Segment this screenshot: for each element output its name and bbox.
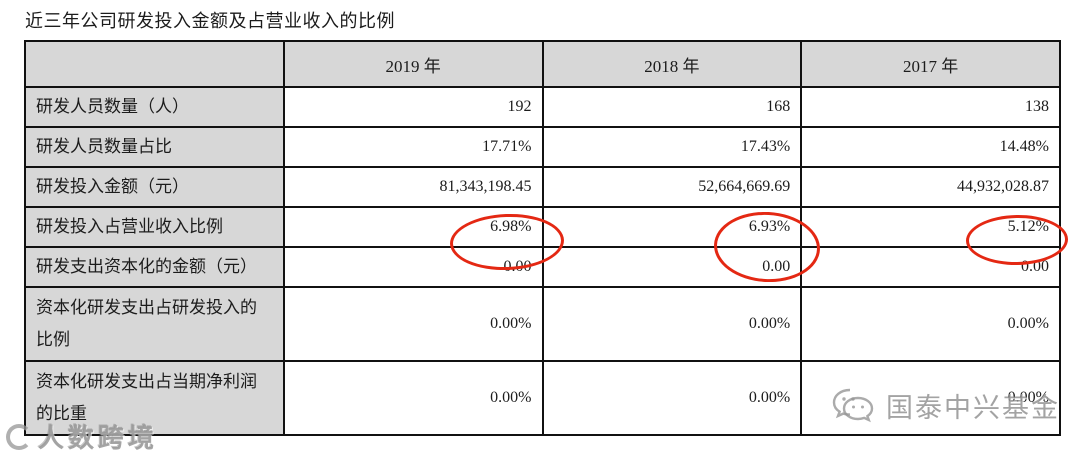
value-cell: 81,343,198.45 [282,166,544,208]
value-cell: 0.00 [541,246,803,288]
value-cell: 6.93% [541,206,803,248]
value-cell: 0.00% [541,286,803,362]
value-cell: 0.00% [541,360,803,436]
header-cell-2017: 2017 年 [800,40,1061,88]
table-row: 研发支出资本化的金额（元） 0.00 0.00 0.00 [24,246,1061,288]
table-row-circled: 研发投入占营业收入比例 6.98% 6.93% 5.12% [24,206,1061,248]
header-cell-2018: 2018 年 [541,40,803,88]
value-cell: 52,664,669.69 [541,166,803,208]
row-label: 资本化研发支出占当期净利润的比重 [24,360,285,436]
row-label: 研发人员数量占比 [24,126,285,168]
row-label: 研发支出资本化的金额（元） [24,246,285,288]
header-cell-2019: 2019 年 [282,40,544,88]
header-cell-empty [24,40,285,88]
table-row: 研发人员数量（人） 192 168 138 [24,86,1061,128]
value-cell: 17.71% [282,126,544,168]
value-cell: 168 [541,86,803,128]
value-cell: 0.00 [282,246,544,288]
value-cell: 17.43% [541,126,803,168]
value-cell: 138 [800,86,1061,128]
rd-investment-table: 2019 年 2018 年 2017 年 研发人员数量（人） 192 168 1… [24,40,1061,436]
table-row: 资本化研发支出占研发投入的比例 0.00% 0.00% 0.00% [24,286,1061,362]
row-label: 研发人员数量（人） [24,86,285,128]
table-row: 研发投入金额（元） 81,343,198.45 52,664,669.69 44… [24,166,1061,208]
page-title: 近三年公司研发投入金额及占营业收入的比例 [25,11,395,31]
row-label: 资本化研发支出占研发投入的比例 [24,286,285,362]
table-header-row: 2019 年 2018 年 2017 年 [24,40,1061,88]
table-row: 资本化研发支出占当期净利润的比重 0.00% 0.00% 0.00% [24,360,1061,436]
value-cell: 0.00 [800,246,1061,288]
value-cell: 192 [282,86,544,128]
value-cell: 6.98% [282,206,544,248]
value-cell: 14.48% [800,126,1061,168]
value-cell: 0.00% [800,286,1061,362]
row-label: 研发投入占营业收入比例 [24,206,285,248]
value-cell: 0.00% [800,360,1061,436]
table-row: 研发人员数量占比 17.71% 17.43% 14.48% [24,126,1061,168]
value-cell: 5.12% [800,206,1061,248]
row-label: 研发投入金额（元） [24,166,285,208]
value-cell: 0.00% [282,360,544,436]
value-cell: 44,932,028.87 [800,166,1061,208]
value-cell: 0.00% [282,286,544,362]
